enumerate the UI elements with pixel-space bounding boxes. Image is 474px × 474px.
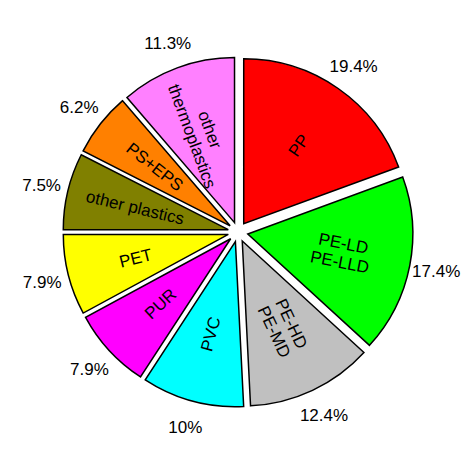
pie-slice [127, 58, 235, 223]
chart-container: PP 19.4% PE-LDPE-LLD 17.4% PE-HDPE-MD 12.4% PV… [0, 0, 474, 474]
data-label: 11.3% [144, 34, 191, 53]
slice-label-line: PE-LLD [309, 247, 371, 277]
data-label: 19.4% [330, 57, 378, 76]
slice-label-line: PP [285, 131, 314, 160]
slice-label-line: other plastics [84, 187, 186, 229]
slice-label: PUR [141, 285, 180, 323]
labels: PP 19.4% PE-LDPE-LLD 17.4% PE-HDPE-MD 12.4% PV… [22, 34, 460, 437]
data-label: 10% [168, 418, 202, 437]
slice-label-line: PVC [197, 315, 224, 354]
slice-label: PET [117, 245, 154, 272]
slice-label: PS+EPS [123, 139, 187, 195]
pie-chart: PP 19.4% PE-LDPE-LLD 17.4% PE-HDPE-MD 12.4% PV… [0, 0, 474, 474]
slice-label: PE-LDPE-LLD [309, 229, 375, 278]
data-label: 7.9% [23, 273, 62, 292]
data-label: 7.9% [70, 360, 109, 379]
slice-label-line: thermoplastics [164, 82, 220, 191]
slice-label-line: PS+EPS [123, 139, 187, 195]
slice-label: otherthermoplastics [164, 75, 238, 191]
data-label: 17.4% [412, 262, 460, 281]
data-label: 7.5% [22, 176, 61, 195]
pie-slice [63, 234, 228, 313]
data-label: 12.4% [300, 406, 348, 425]
slice-label-line: PUR [141, 285, 180, 323]
data-label: 6.2% [60, 98, 99, 117]
slices [63, 58, 413, 407]
slice-label: PP [285, 131, 314, 160]
slice-label: PE-HDPE-MD [254, 295, 312, 361]
slice-label-line: PE-MD [254, 303, 295, 361]
slice-label: PVC [197, 315, 224, 354]
slice-label: other plastics [84, 187, 186, 229]
slice-label-line: PET [117, 245, 154, 272]
